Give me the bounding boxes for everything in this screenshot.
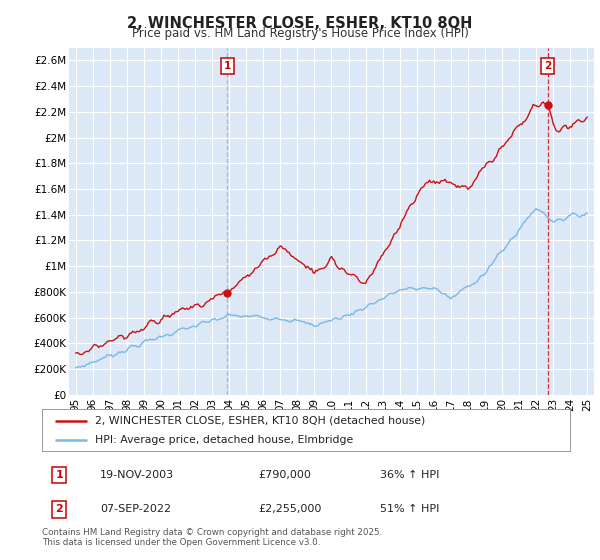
Text: 2, WINCHESTER CLOSE, ESHER, KT10 8QH: 2, WINCHESTER CLOSE, ESHER, KT10 8QH	[127, 16, 473, 31]
Text: 2: 2	[544, 60, 551, 71]
Text: 07-SEP-2022: 07-SEP-2022	[100, 505, 171, 515]
Text: £790,000: £790,000	[259, 470, 311, 480]
Text: Contains HM Land Registry data © Crown copyright and database right 2025.
This d: Contains HM Land Registry data © Crown c…	[42, 528, 382, 547]
Text: 19-NOV-2003: 19-NOV-2003	[100, 470, 174, 480]
Text: 1: 1	[55, 470, 63, 480]
Text: HPI: Average price, detached house, Elmbridge: HPI: Average price, detached house, Elmb…	[95, 435, 353, 445]
Text: Price paid vs. HM Land Registry's House Price Index (HPI): Price paid vs. HM Land Registry's House …	[131, 27, 469, 40]
Text: 2: 2	[55, 505, 63, 515]
Text: 36% ↑ HPI: 36% ↑ HPI	[380, 470, 439, 480]
Text: 1: 1	[224, 60, 231, 71]
Text: £2,255,000: £2,255,000	[259, 505, 322, 515]
Text: 51% ↑ HPI: 51% ↑ HPI	[380, 505, 439, 515]
Text: 2, WINCHESTER CLOSE, ESHER, KT10 8QH (detached house): 2, WINCHESTER CLOSE, ESHER, KT10 8QH (de…	[95, 416, 425, 426]
